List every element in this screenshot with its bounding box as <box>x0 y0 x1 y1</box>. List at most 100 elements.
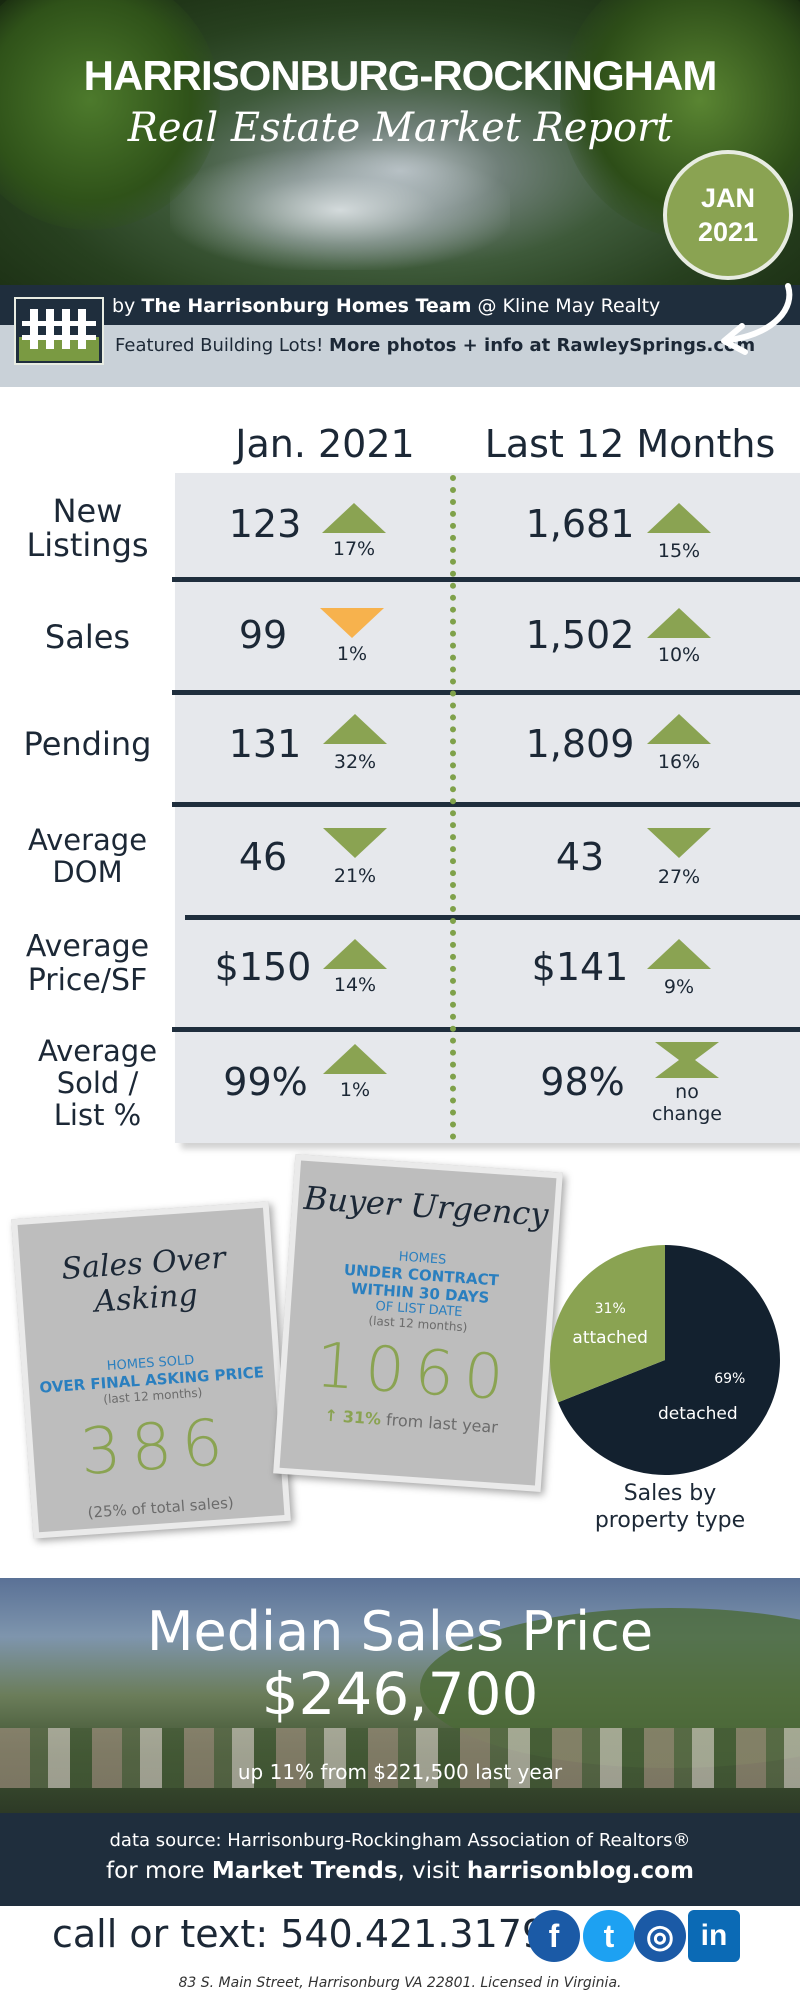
pie-caption: Sales by property type <box>594 1481 746 1533</box>
row-divider <box>172 577 800 582</box>
phone-number[interactable]: call or text: 540.421.3179 <box>52 1912 547 1956</box>
cell-value: 1,809 <box>525 722 635 766</box>
card-title: Buyer Urgency <box>302 1178 550 1234</box>
median-label: Median Sales Price <box>146 1600 654 1663</box>
pie-svg: 69% detached 31% attached <box>550 1245 780 1475</box>
badge-month: JAN <box>700 183 755 213</box>
cell-value: $150 <box>214 945 312 989</box>
credit-bar <box>0 285 800 325</box>
buyer-urgency-card: Buyer Urgency HOMES UNDER CONTRACT WITHI… <box>273 1154 563 1492</box>
row-label-average-dom: Average DOM <box>27 823 148 889</box>
instagram-icon-glyph: ◎ <box>646 1918 674 1954</box>
date-badge: JAN 2021 <box>663 150 793 280</box>
trend-up-icon <box>322 503 386 533</box>
market-trends-line: for more Market Trends, visit harrisonbl… <box>106 1858 694 1884</box>
cell-value: 123 <box>228 502 302 546</box>
pie-category-label: attached <box>572 1328 648 1348</box>
trend-down-icon <box>323 828 387 858</box>
cell-percent: 9% <box>663 976 695 998</box>
facebook-icon[interactable]: f <box>528 1910 580 1962</box>
cell-percent: 16% <box>657 751 701 773</box>
row-label-pending: Pending <box>23 725 152 763</box>
curved-arrow-icon <box>721 283 793 355</box>
median-price-banner: Median Sales Price $246,700 up 11% from … <box>0 1578 800 1813</box>
twitter-icon-glyph: t <box>603 1917 615 1954</box>
report-title: HARRISONBURG-ROCKINGHAM <box>83 52 718 99</box>
cell-value: 43 <box>555 835 605 879</box>
median-note: up 11% from $221,500 last year <box>237 1760 563 1784</box>
pie-slice-attached <box>550 1245 665 1403</box>
column-divider <box>450 475 456 1140</box>
promo-text: Featured Building Lots! More photos + in… <box>115 335 756 356</box>
cell-percent: 15% <box>657 540 701 562</box>
cell-value: 131 <box>228 722 302 766</box>
cell-percent: 1% <box>339 1079 371 1101</box>
fence-logo <box>14 297 104 365</box>
blog-link[interactable]: harrisonblog.com <box>466 1858 694 1884</box>
row-label-average-price-sf: Average Price/SF <box>25 929 150 998</box>
cell-percent: 10% <box>657 644 701 666</box>
card-value: 1060 <box>313 1328 516 1415</box>
pie-value-label: 31% <box>595 1301 626 1317</box>
data-source: data source: Harrisonburg-Rockingham Ass… <box>109 1830 691 1851</box>
row-label-average-sold-list: Average Sold / List % <box>37 1034 158 1132</box>
no-change-icon <box>655 1042 719 1078</box>
badge-year: 2021 <box>697 217 759 247</box>
cell-percent: no change <box>652 1081 722 1125</box>
linkedin-icon[interactable]: in <box>688 1910 740 1962</box>
cell-value: 99 <box>238 613 288 657</box>
team-name: The Harrisonburg Homes Team <box>141 295 472 317</box>
address: 83 S. Main Street, Harrisonburg VA 22801… <box>178 1975 622 1991</box>
cell-value: 98% <box>540 1060 625 1104</box>
trend-up-icon <box>323 1044 387 1074</box>
pie-value-label: 69% <box>714 1371 745 1387</box>
cell-percent: 27% <box>657 866 701 888</box>
waterfall-image <box>170 150 510 270</box>
trend-up-icon <box>647 714 711 744</box>
pie-category-label: detached <box>658 1404 738 1424</box>
card-title: Sales Over Asking <box>60 1240 227 1320</box>
row-divider <box>172 1027 800 1032</box>
up-arrow-icon: ↑ <box>323 1405 339 1426</box>
cell-percent: 1% <box>336 643 368 665</box>
instagram-icon[interactable]: ◎ <box>634 1910 686 1962</box>
pie-slice-detached <box>558 1245 780 1475</box>
trend-up-icon <box>647 939 711 969</box>
header-banner: HARRISONBURG-ROCKINGHAM Real Estate Mark… <box>0 0 800 285</box>
trend-up-icon <box>647 608 711 638</box>
trend-up-icon <box>323 939 387 969</box>
row-divider <box>172 802 800 807</box>
cell-percent: 21% <box>333 865 377 887</box>
cell-value: $141 <box>531 945 629 989</box>
cell-value: 1,681 <box>525 502 635 546</box>
cell-value: 1,502 <box>525 613 635 657</box>
twitter-icon[interactable]: t <box>583 1910 635 1962</box>
promo-bar <box>0 325 800 387</box>
row-divider <box>172 690 800 695</box>
cell-value: 46 <box>238 835 288 879</box>
source-bar <box>0 1813 800 1906</box>
property-type-pie-chart: 69% detached 31% attached <box>545 1240 785 1480</box>
column-header-month: Jan. 2021 <box>235 422 415 466</box>
trend-down-icon <box>320 608 384 638</box>
trend-up-icon <box>323 714 387 744</box>
row-label-new-listings: New Listings <box>26 492 149 564</box>
row-divider <box>185 915 800 920</box>
report-subtitle: Real Estate Market Report <box>127 105 673 151</box>
trend-down-icon <box>647 828 711 858</box>
brokerage: @ Kline May Realty <box>477 295 661 317</box>
column-header-12-months: Last 12 Months <box>484 422 776 466</box>
cell-percent: 17% <box>332 538 376 560</box>
card-value: 386 <box>77 1405 235 1491</box>
trend-up-icon <box>647 503 711 533</box>
linkedin-icon-glyph: in <box>700 1919 728 1952</box>
cell-percent: 32% <box>333 751 377 773</box>
facebook-icon-glyph: f <box>548 1917 560 1954</box>
row-label-sales: Sales <box>44 618 131 656</box>
sales-over-asking-card: Sales Over Asking HOMES SOLD OVER FINAL … <box>11 1201 291 1539</box>
promo-link[interactable]: More photos + info at RawleySprings.com <box>329 335 756 356</box>
median-value: $246,700 <box>261 1660 539 1728</box>
cell-value: 99% <box>223 1060 308 1104</box>
cell-percent: 14% <box>333 974 377 996</box>
credit-text: by The Harrisonburg Homes Team @ Kline M… <box>112 295 661 317</box>
